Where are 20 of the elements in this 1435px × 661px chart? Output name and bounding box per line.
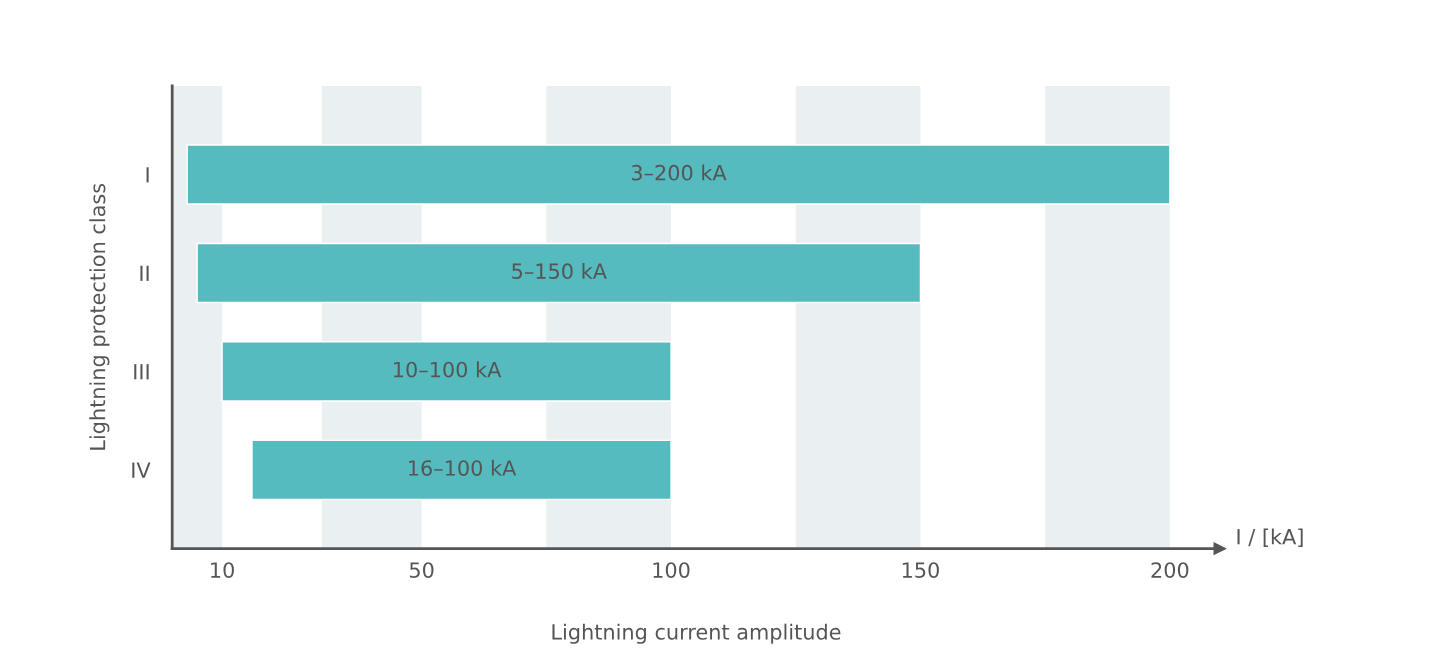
bar bbox=[251, 439, 672, 501]
y-tick-label: I bbox=[146, 167, 149, 183]
y-tick-label: IV bbox=[132, 462, 151, 478]
data-label: 5–150 kA bbox=[512, 262, 607, 280]
x-tick-label: 200 bbox=[1151, 562, 1189, 578]
x-tick-label: 100 bbox=[653, 562, 690, 578]
data-label: 3–200 kA bbox=[631, 164, 727, 181]
x-tick-label: 50 bbox=[409, 562, 434, 578]
bar bbox=[196, 242, 922, 304]
y-tick-label: II bbox=[140, 265, 149, 281]
bar bbox=[221, 341, 672, 402]
x-tick-label: 150 bbox=[902, 562, 939, 578]
x-axis-title: Lightning current amplitude bbox=[552, 623, 841, 644]
y-axis-title: Lightning protection class bbox=[89, 183, 110, 450]
data-label: 10–100 kA bbox=[394, 361, 502, 378]
data-label: 16–100 kA bbox=[409, 459, 517, 476]
x-tick-label: 10 bbox=[211, 562, 234, 578]
bar bbox=[186, 144, 1171, 205]
y-tick-label: III bbox=[134, 364, 149, 380]
text: I / [kA] bbox=[1237, 528, 1303, 548]
